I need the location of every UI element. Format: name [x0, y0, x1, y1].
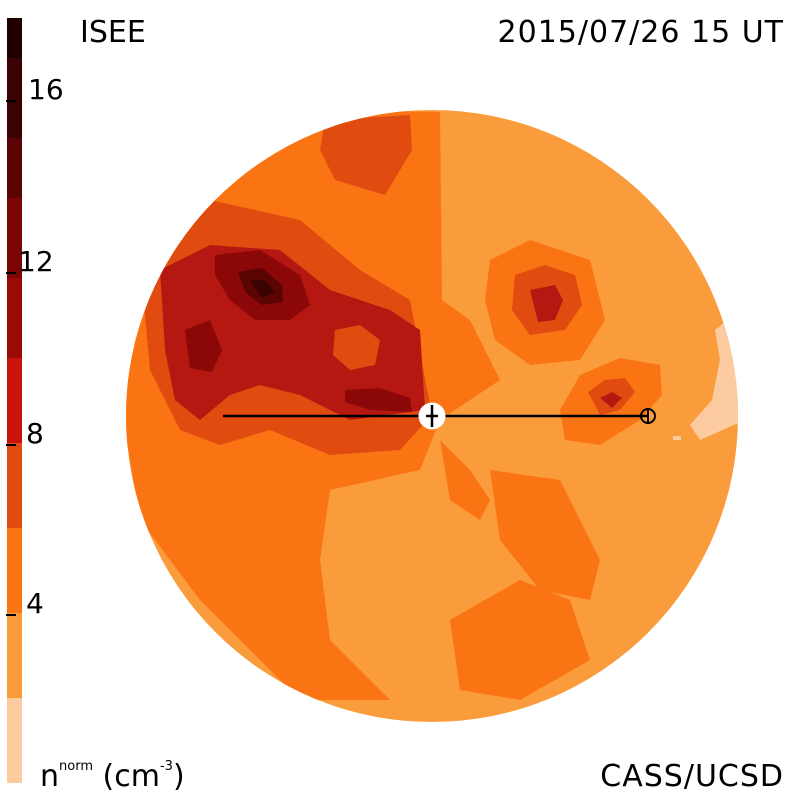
timestamp: 2015/07/26 15 UT	[497, 15, 784, 50]
density-region	[345, 388, 412, 412]
colorbar-segment	[7, 278, 22, 358]
speck	[673, 436, 681, 440]
credit-label: CASS/UCSD	[600, 759, 784, 794]
colorbar-tickmark	[6, 614, 16, 616]
colorbar-tickmark	[6, 444, 16, 446]
colorbar-tick-label: 8	[26, 417, 44, 450]
colorbar-tick-label: 4	[26, 587, 44, 620]
density-region	[450, 580, 590, 700]
density-region	[333, 325, 380, 370]
colorbar-segment	[7, 443, 22, 528]
colorbar-segment	[7, 58, 22, 138]
colorbar-tickmark	[6, 100, 16, 102]
colorbar-segment	[7, 613, 22, 698]
colorbar-tickmark	[6, 272, 16, 274]
map-title: ISEE	[80, 15, 146, 50]
density-region	[530, 285, 563, 322]
density-region	[320, 115, 412, 195]
colorbar-segment	[7, 18, 22, 58]
density-region	[250, 280, 275, 298]
colorbar-segment	[7, 528, 22, 613]
colorbar-overlay	[7, 358, 22, 698]
density-region	[490, 470, 600, 600]
density-region	[440, 440, 490, 520]
density-region	[600, 392, 622, 408]
colorbar-segment	[7, 698, 22, 783]
colorbar-segment	[7, 198, 22, 278]
colorbar-segment	[7, 138, 22, 198]
colorbar-tick-label: 12	[18, 245, 54, 278]
density-region	[185, 320, 222, 372]
colorbar-tick-label: 16	[28, 73, 64, 106]
units-label: nnorm (cm-3)	[40, 759, 185, 794]
